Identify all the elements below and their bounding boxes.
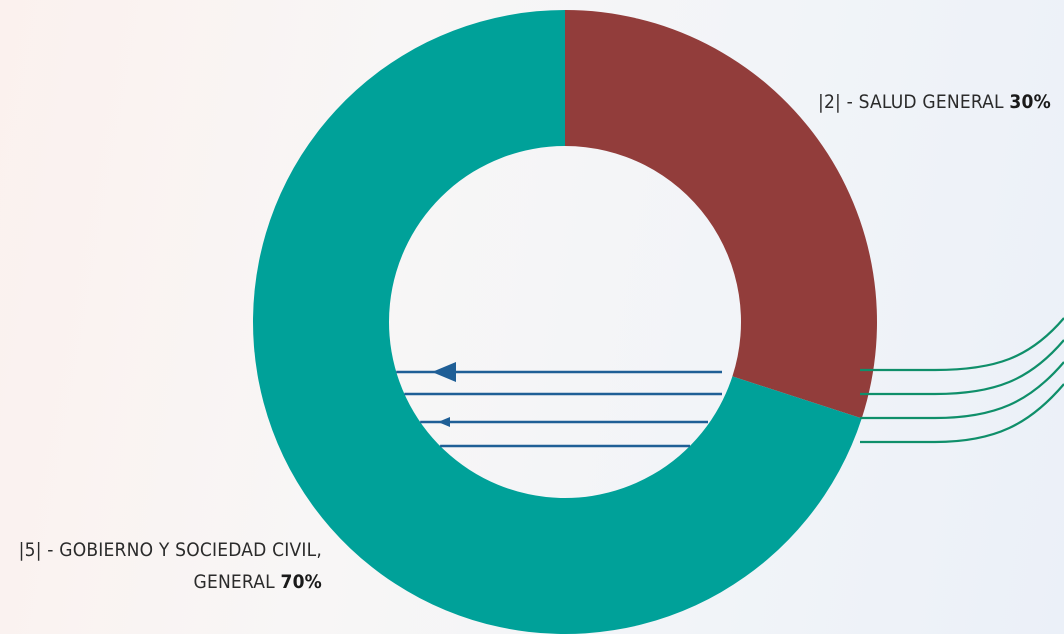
slice-label-gobierno-value: 70% — [280, 571, 322, 593]
slice-label-gobierno-line2: GENERAL 70% — [19, 566, 322, 598]
arrow-lines — [396, 362, 722, 448]
flow-line — [860, 317, 1064, 372]
flow-line — [860, 361, 1064, 420]
slice-label-gobierno-line1: |5| - GOBIERNO Y SOCIEDAD CIVIL, — [18, 539, 322, 561]
flow-lines — [860, 317, 1064, 444]
slice-label-salud-value: 30% — [1009, 91, 1051, 113]
slice-salud-general — [565, 10, 877, 419]
flow-line — [860, 383, 1064, 444]
slice-label-salud-text: |2| - SALUD GENERAL — [818, 91, 1004, 113]
slice-label-gobierno: |5| - GOBIERNO Y SOCIEDAD CIVIL, GENERAL… — [19, 534, 322, 598]
arrowhead-icon — [438, 417, 450, 427]
flow-line — [860, 339, 1064, 396]
donut-slices — [252, 10, 877, 634]
slice-gobierno-sociedad-civil — [252, 10, 862, 634]
slice-label-salud: |2| - SALUD GENERAL 30% — [818, 86, 1051, 118]
arrowhead-icon — [432, 362, 456, 382]
slice-label-gobierno-text: GENERAL — [193, 571, 275, 593]
